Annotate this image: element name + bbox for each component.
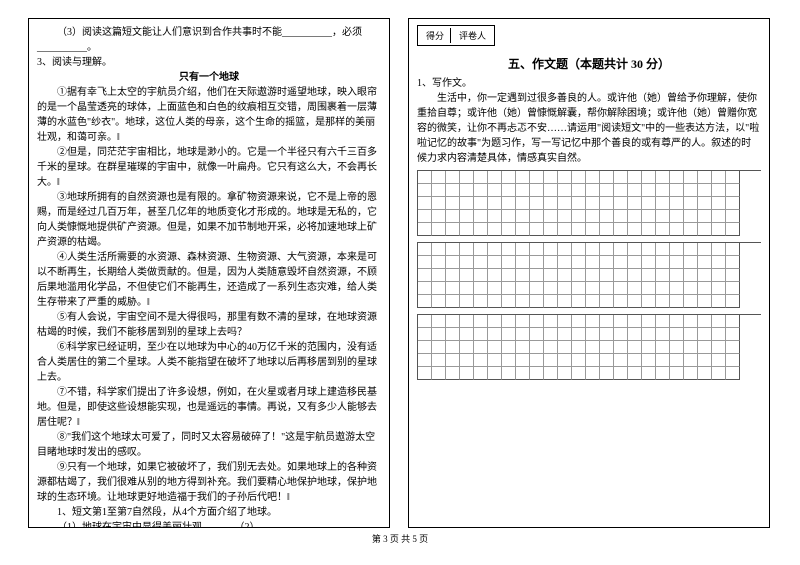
para-5: ⑤有人会说，宇宙空间不是大得很吗，那里有数不清的星球，在地球资源枯竭的时候，我们… [37,310,381,340]
score-label: 得分 [420,28,451,43]
para-8: ⑧"我们这个地球太可爱了，同时又太容易破碎了！"这是宇航员遨游太空目睹地球时发出… [37,430,381,460]
grid-block[interactable] [417,170,761,236]
para-7: ⑦不错，科学家们提出了许多设想，例如，在火星或者月球上建造移民基地。但是，即使这… [37,385,381,430]
grid-block[interactable] [417,314,761,380]
page-container: （3）阅读这篇短文能让人们意识到合作共事时不能__________，必须____… [0,0,800,528]
section-3-heading: 3、阅读与理解。 [37,55,381,70]
para-6: ⑥科学家已经证明，至少在以地球为中心的40万亿千米的范围内，没有适合人类居住的第… [37,340,381,385]
para-4: ④人类生活所需要的水资源、森林资源、生物资源、大气资源，本来是可以不断再生，长期… [37,250,381,310]
score-box: 得分 评卷人 [417,25,495,46]
q1-heading: 1、短文第1至第7自然段，从4个方面介绍了地球。 [37,505,381,520]
para-3: ③地球所拥有的自然资源也是有限的。拿矿物资源来说，它不是上帝的恩赐，而是经过几百… [37,190,381,250]
q1-options-row1: （1）地球在宇宙中显得美丽壮观。 （2）____________________… [37,520,381,528]
q3-intro: （3）阅读这篇短文能让人们意识到合作共事时不能__________，必须____… [37,25,381,55]
section-5-title: 五、作文题（本题共计 30 分） [417,55,761,72]
grid-block[interactable] [417,242,761,308]
q1-opt2: （2）______________________ [235,522,370,528]
writing-grid[interactable] [417,170,761,380]
para-1: ①据有幸飞上太空的宇航员介绍，他们在天际遨游时遥望地球，映入眼帘的是一个晶莹透亮… [37,85,381,145]
grader-label: 评卷人 [453,28,492,43]
essay-prompt: 生活中，你一定遇到过很多善良的人。或许他（她）曾给予你理解，使你重拾自尊；或许他… [417,91,761,166]
q1-opt1: （1）地球在宇宙中显得美丽壮观。 [57,522,212,528]
right-column: 得分 评卷人 五、作文题（本题共计 30 分） 1、写作文。 生活中，你一定遇到… [408,18,770,528]
essay-q1: 1、写作文。 [417,76,761,91]
page-footer: 第 3 页 共 5 页 [0,532,800,545]
left-column: （3）阅读这篇短文能让人们意识到合作共事时不能__________，必须____… [28,18,390,528]
passage-title: 只有一个地球 [37,70,381,85]
para-9: ⑨只有一个地球，如果它被破坏了，我们别无去处。如果地球上的各种资源都枯竭了，我们… [37,460,381,505]
para-2: ②但是，同茫茫宇宙相比，地球是渺小的。它是一个半径只有六千三百多千米的星球。在群… [37,145,381,190]
